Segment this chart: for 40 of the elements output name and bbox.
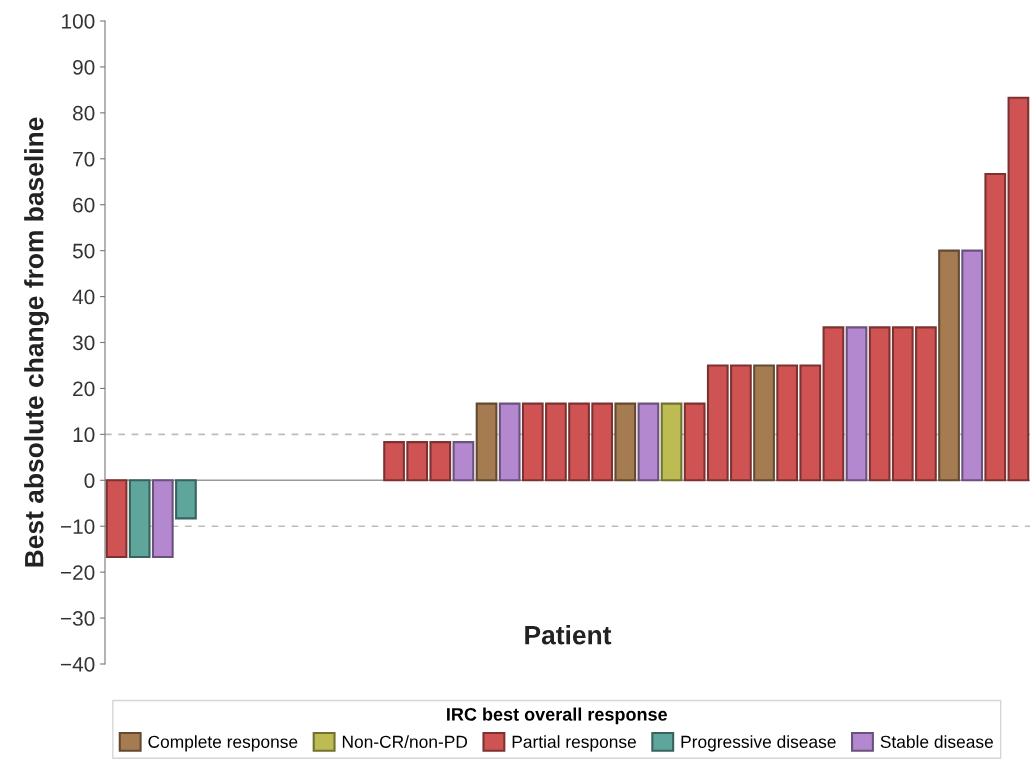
bar	[637, 402, 660, 482]
y-tick-label: 30	[72, 335, 95, 351]
legend-label: Non-CR/non-PD	[342, 735, 468, 748]
bar	[175, 479, 197, 520]
y-tick-label: 50	[72, 243, 95, 259]
y-tick-label: 0	[84, 473, 95, 489]
bar	[614, 402, 637, 482]
y-tick-label: −40	[60, 657, 95, 672]
bar	[452, 441, 475, 482]
bar	[753, 364, 775, 482]
bar	[845, 326, 868, 482]
bar	[1007, 96, 1030, 482]
legend-label: Partial response	[512, 735, 636, 752]
bar	[984, 172, 1007, 482]
y-tick-label: 10	[73, 427, 95, 443]
y-tick-label: 90	[73, 59, 95, 75]
y-tick-label: −20	[60, 565, 95, 580]
legend-label: Complete response	[148, 735, 298, 752]
y-axis-title: Best absolute change from baseline	[24, 117, 49, 567]
bar	[660, 402, 683, 482]
x-axis-title: Patient	[525, 625, 612, 645]
bar	[475, 402, 498, 482]
legend-label: Stable disease	[880, 735, 993, 748]
y-tick-label: 100	[62, 14, 95, 29]
y-tick-label: 80	[73, 105, 95, 121]
legend-title: IRC best overall response	[447, 707, 668, 725]
y-tick-label: 40	[72, 289, 95, 305]
legend-label: Progressive disease	[681, 735, 836, 752]
bar	[961, 249, 984, 482]
bar	[105, 479, 128, 559]
y-tick-label: 60	[73, 197, 95, 213]
y-tick-label: −30	[60, 611, 95, 626]
bar	[938, 249, 960, 482]
y-tick-label: −10	[60, 519, 95, 534]
bar	[498, 402, 521, 482]
bar	[151, 479, 174, 559]
y-tick-label: 20	[73, 381, 95, 397]
bar	[128, 479, 151, 559]
y-tick-label: 70	[73, 151, 95, 167]
bar	[822, 326, 845, 482]
